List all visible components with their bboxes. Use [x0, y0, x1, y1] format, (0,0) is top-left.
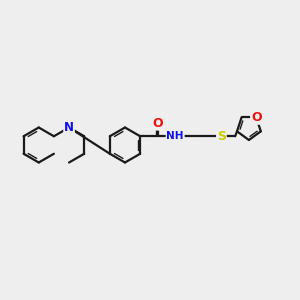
Text: O: O — [153, 117, 164, 130]
Text: NH: NH — [167, 131, 184, 141]
Text: O: O — [251, 111, 262, 124]
Text: S: S — [217, 130, 226, 143]
Text: N: N — [64, 121, 74, 134]
